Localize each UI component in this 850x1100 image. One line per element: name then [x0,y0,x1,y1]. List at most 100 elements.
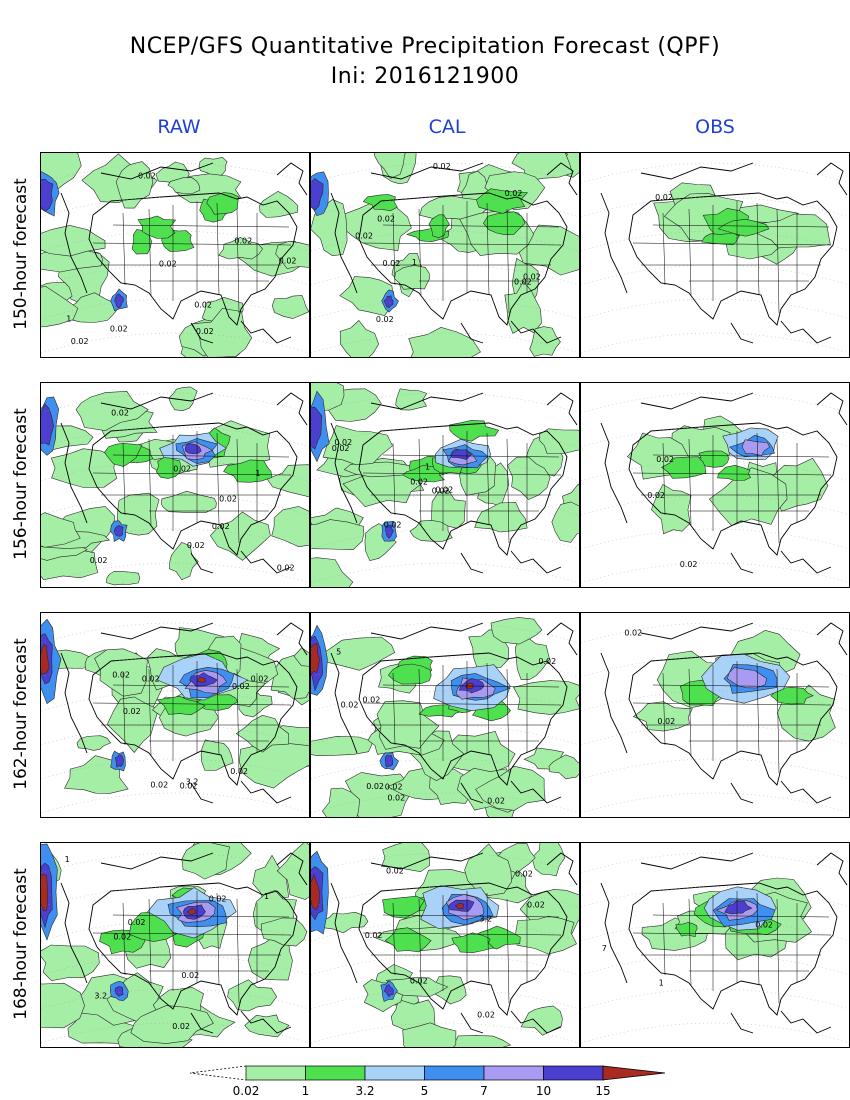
contour-label: 0.02 [523,273,541,282]
precip-area-0.02 [218,236,263,260]
precip-area-1 [451,932,495,954]
precip-area-7 [741,439,771,456]
contour-label: 0.02 [181,971,199,980]
coastline [730,1012,754,1034]
latitude-line [581,724,849,746]
country-outline [628,882,838,1016]
precip-area-15 [41,873,48,912]
coastline [780,780,832,804]
coastline [600,882,628,984]
contour-label: 0.02 [387,793,405,802]
coastline [780,320,832,344]
coastline [276,162,308,196]
coastline [330,422,358,524]
latitude-line [581,758,849,780]
contour-label: 3.2 [94,991,107,1000]
precip-area-0.02 [490,617,543,645]
precip-area-10 [114,754,125,768]
latitude-line [311,230,579,252]
contour-label: 0.02 [172,1022,190,1031]
coastline [816,622,848,656]
coastline [330,192,358,294]
precip-area-0.02 [632,701,693,732]
basemap [581,162,849,354]
coastline [816,852,848,886]
precip-contours [41,153,309,357]
precip-area-0.02 [531,843,566,877]
latitude-line [581,264,849,286]
state-border [506,898,510,1004]
contour-label: 0.02 [487,796,505,805]
precip-area-10 [384,754,394,768]
precip-area-10 [385,524,394,539]
latitude-line [581,656,849,678]
precip-contours [41,843,309,1047]
latitude-line [581,230,849,252]
state-border [216,432,220,526]
latitude-line [581,392,849,414]
contour-label: 0.02 [112,670,130,679]
precip-area-0.02 [50,448,118,488]
precip-area-0.02 [311,735,374,757]
coastline [60,422,88,524]
contour-label: 1 [65,855,70,864]
map-panel-raw-row-1: 0.02 0.02 1 0.02 0.02 0.02 0.02 0.02 0.02 [40,152,310,358]
country-outline [88,652,298,786]
column-header-raw: RAW [157,116,201,138]
contour-label: 7 [602,944,607,953]
contour-label: 0.02 [279,257,297,266]
precip-contours [41,386,309,586]
latitude-line [581,298,849,320]
precip-area-1 [698,450,730,468]
precip-area-0.02 [116,492,160,536]
precip-area-0.02 [373,153,406,179]
state-border [236,208,240,314]
map-panel-raw-row-3: 0.02 0.02 0.02 3.2 0.02 0.02 0.02 0.02 0.02 [40,612,310,818]
precip-area-15 [311,642,320,675]
latitude-line [41,332,309,354]
precip-area-0.02 [41,225,106,257]
coastline [816,162,848,196]
latitude-line [581,562,849,584]
contour-label: 0.02 [142,675,160,684]
coastline [546,852,578,886]
contour-label: 0.02 [505,189,523,198]
country-outline [628,192,838,326]
precip-contours [653,182,831,265]
latitude-line [41,230,309,252]
precip-map: 0.020.020.023.20.020.020.020.020.02 [41,618,309,814]
coastline [240,320,292,344]
contour-label: 0.02 [334,438,352,447]
precip-area-1 [661,456,707,479]
state-border [688,438,692,526]
contour-label: 0.02 [232,682,250,691]
country-outline [88,882,298,1016]
precip-area-0.02 [41,982,85,1029]
latitude-line [311,528,579,550]
latitude-line [41,758,309,780]
state-border [486,202,490,296]
precip-area-0.02 [271,506,309,548]
basemap [581,852,849,1044]
coastline [240,1010,292,1034]
precip-area-0.02 [311,519,365,551]
latitude-line [41,792,309,814]
contour-label: 0.02 [212,522,230,531]
latitude-line [581,460,849,482]
precip-contours [311,617,579,817]
precip-area-0.02 [513,680,579,715]
contour-label: 0.02 [477,1011,495,1020]
precip-area-15 [186,907,197,916]
contour-label: 0.02 [209,895,227,904]
contour-label: 0.02 [90,556,108,565]
coastline [546,162,578,196]
basemap [41,852,309,1044]
precip-area-0.02 [651,483,692,535]
precip-area-1 [476,188,529,214]
coastline [460,1012,484,1034]
coastline [600,652,628,754]
state-border [688,898,692,986]
latitude-line [311,792,579,814]
coastline [370,622,484,640]
coastline [510,780,562,804]
